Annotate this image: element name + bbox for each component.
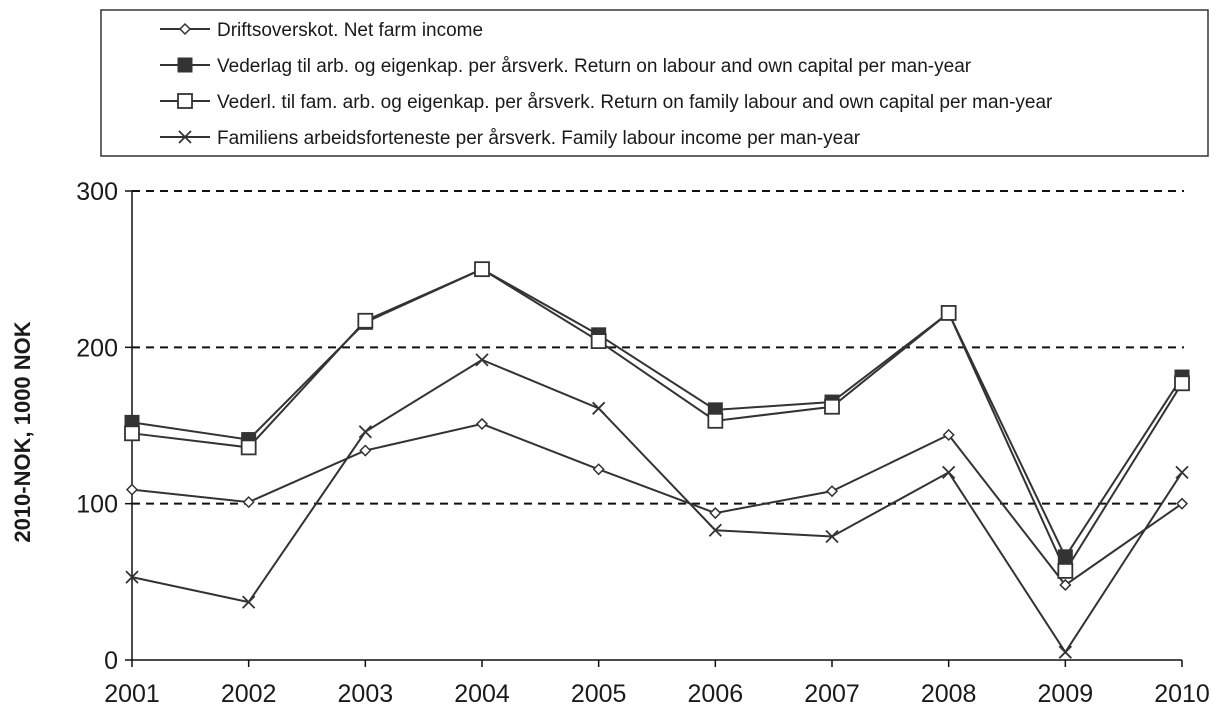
legend-entry-4: Familiens arbeidsforteneste per årsverk.… <box>160 128 861 149</box>
data-point <box>474 261 490 278</box>
x-tick-label: 2009 <box>1038 680 1094 708</box>
y-tick-label: 300 <box>76 178 118 206</box>
data-point <box>592 401 606 415</box>
series-2 <box>124 261 1190 565</box>
tick-labels: 0 100 200 300 2001 2002 2003 2004 2005 2006 2007 20… <box>76 178 1210 708</box>
data-point <box>125 570 139 584</box>
data-point <box>240 439 257 456</box>
y-tick-label: 0 <box>104 647 118 675</box>
x-tick-label: 2008 <box>921 680 977 708</box>
series-3 <box>124 261 1190 579</box>
data-point <box>824 398 840 415</box>
data-point <box>708 523 722 537</box>
legend-marker <box>178 130 192 144</box>
y-tick-label: 100 <box>76 491 118 519</box>
legend-marker <box>177 93 193 109</box>
data-point <box>707 412 724 429</box>
legend-entry-2: Vederlag til arb. og eigenkap. per årsve… <box>160 56 972 77</box>
data-point <box>942 428 955 441</box>
data-point <box>242 496 255 509</box>
legend-marker <box>177 57 193 73</box>
data-point <box>475 417 489 430</box>
y-axis-label: 2010-NOK, 1000 NOK <box>10 321 35 542</box>
x-tick-label: 2010 <box>1154 680 1210 708</box>
data-point <box>592 463 605 476</box>
data-point <box>359 444 372 457</box>
data-point <box>1174 375 1190 392</box>
legend-label: Familiens arbeidsforteneste per årsverk.… <box>217 128 861 149</box>
series-line <box>131 358 1183 655</box>
x-tick-label: 2004 <box>454 680 510 708</box>
x-tick-label: 2005 <box>571 680 627 708</box>
series-line <box>131 422 1183 587</box>
data-point <box>1059 578 1072 592</box>
data-point <box>825 485 839 498</box>
axes <box>125 190 1183 667</box>
series-line <box>131 268 1183 574</box>
x-tick-label: 2006 <box>688 680 744 708</box>
x-tick-label: 2001 <box>104 680 160 708</box>
series-4 <box>125 353 1189 659</box>
data-point <box>940 305 957 321</box>
data-point <box>825 529 839 544</box>
data-point <box>590 333 607 349</box>
legend-entry-3: Vederl. til fam. arb. og eigenkap. per å… <box>160 92 1053 113</box>
data-point <box>124 425 140 442</box>
legend-marker <box>178 22 192 36</box>
data-point <box>358 425 372 439</box>
data-point <box>1057 562 1074 579</box>
x-tick-label: 2007 <box>804 680 860 708</box>
legend-entry-1: Driftsoverskot. Net farm income <box>160 20 483 41</box>
data-point <box>242 595 256 609</box>
data-point <box>125 483 139 496</box>
x-tick-label: 2002 <box>221 680 277 708</box>
gridlines <box>132 190 1184 505</box>
data-point <box>1175 497 1189 510</box>
data-point <box>709 506 722 520</box>
legend: Driftsoverskot. Net farm income Vederlag … <box>100 9 1209 157</box>
data-point <box>942 465 956 480</box>
legend-label: Driftsoverskot. Net farm income <box>217 20 483 41</box>
data-point <box>475 353 489 367</box>
data-point <box>1175 465 1189 480</box>
data-point <box>1058 645 1072 659</box>
y-tick-label: 200 <box>76 334 118 362</box>
series-line <box>131 268 1183 559</box>
x-tick-label: 2003 <box>338 680 394 708</box>
data-point <box>357 312 374 329</box>
series-1 <box>125 417 1189 592</box>
legend-box <box>100 9 1209 157</box>
legend-label: Vederl. til fam. arb. og eigenkap. per å… <box>217 92 1053 113</box>
legend-label: Vederlag til arb. og eigenkap. per årsve… <box>217 56 972 77</box>
series-layer <box>124 261 1190 659</box>
